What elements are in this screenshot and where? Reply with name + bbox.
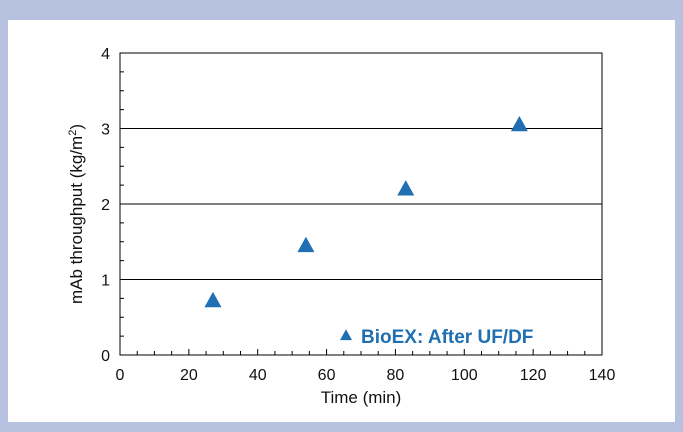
y-axis-label: mAb throughput (kg/m2) [67, 124, 86, 304]
y-tick-label: 3 [101, 122, 110, 139]
data-points [204, 115, 528, 308]
plot-frame [119, 52, 603, 356]
legend-marker-triangle-icon [340, 329, 352, 341]
y-axis-label-tail: ) [67, 124, 86, 130]
grid-lines [120, 128, 602, 280]
data-point-3 [397, 180, 415, 196]
minor-ticks [119, 52, 603, 356]
y-axis-label-main: mAb throughput (kg/m [67, 136, 86, 304]
y-tick-label: 4 [101, 46, 110, 63]
legend: BioEX: After UF/DF [340, 327, 533, 348]
x-tick-label: 80 [387, 367, 405, 384]
legend-label: BioEX: After UF/DF [361, 327, 533, 348]
x-tick-label: 120 [520, 367, 547, 384]
x-tick-label: 0 [116, 367, 125, 384]
x-tick-label: 140 [589, 367, 616, 384]
x-axis-label: Time (min) [321, 388, 402, 407]
data-point-1 [204, 291, 222, 308]
x-tick-label: 60 [318, 367, 336, 384]
x-tick-label: 40 [249, 367, 267, 384]
data-point-2 [297, 236, 315, 253]
data-point-4 [510, 115, 528, 132]
y-tick-labels: 0 1 2 3 4 [101, 46, 110, 365]
chart-panel: 0 20 40 60 80 100 120 140 0 1 2 3 4 Time (min) mAb … [8, 20, 675, 422]
x-tick-labels: 0 20 40 60 80 100 120 140 [116, 367, 616, 384]
y-axis-label-superscript: 2 [67, 130, 79, 136]
y-tick-label: 0 [101, 348, 110, 365]
chart-svg: 0 20 40 60 80 100 120 140 0 1 2 3 4 Time (min) mAb … [67, 46, 616, 407]
y-tick-label: 1 [101, 273, 110, 290]
x-tick-label: 100 [451, 367, 478, 384]
x-tick-label: 20 [180, 367, 198, 384]
y-tick-label: 2 [101, 197, 110, 214]
